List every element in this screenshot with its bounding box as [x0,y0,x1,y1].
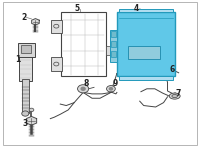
Text: 2: 2 [21,13,26,22]
Text: 5: 5 [75,4,80,13]
Bar [21,45,31,53]
Circle shape [81,87,85,90]
Text: 8: 8 [83,79,89,88]
Bar [119,76,173,80]
Ellipse shape [169,93,180,99]
Bar [119,9,173,12]
Bar [51,57,62,71]
Bar [111,31,116,37]
Circle shape [107,86,115,92]
Text: 7: 7 [176,89,181,98]
Polygon shape [32,19,39,25]
Text: 6: 6 [170,65,175,74]
Bar [117,12,175,76]
Bar [128,46,160,59]
Bar [61,12,106,76]
Bar [111,41,116,47]
Text: 4: 4 [134,4,139,13]
Text: 9: 9 [112,79,118,88]
Text: 1: 1 [15,55,20,64]
Circle shape [78,85,89,93]
Ellipse shape [161,71,169,75]
Circle shape [22,111,29,116]
Bar [106,46,111,55]
Polygon shape [26,116,37,125]
Bar [51,20,62,33]
Text: 3: 3 [23,119,28,128]
Bar [110,30,117,62]
Ellipse shape [172,95,177,98]
Bar [22,79,29,113]
Circle shape [29,108,34,112]
Bar [19,56,32,81]
Bar [111,51,116,57]
Bar [18,43,35,57]
Circle shape [109,88,113,90]
